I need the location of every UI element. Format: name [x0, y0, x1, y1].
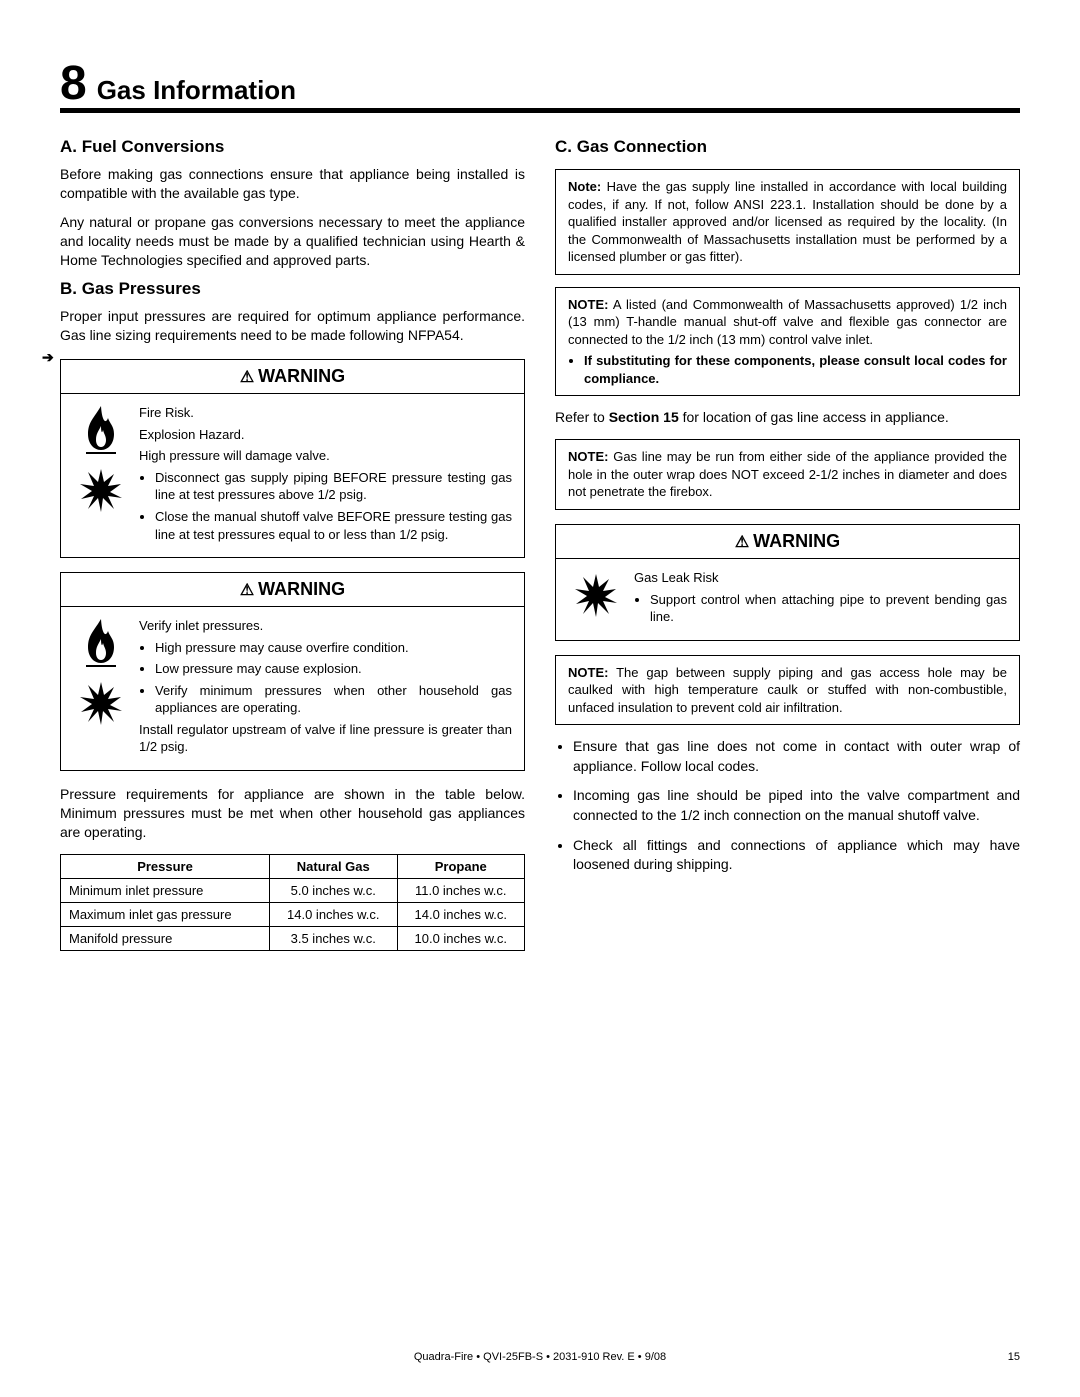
warn2-bullet2: Low pressure may cause explosion.: [155, 660, 512, 678]
note1-label: Note:: [568, 179, 601, 194]
note1-text: Have the gas supply line installed in ac…: [568, 179, 1007, 264]
arrow-icon: ➔: [42, 349, 54, 366]
table-row: Minimum inlet pressure 5.0 inches w.c. 1…: [61, 878, 525, 902]
warn2-line1: Verify inlet pressures.: [139, 617, 512, 635]
warning-title-2: WARNING: [258, 579, 345, 599]
note4-text: The gap between supply piping and gas ac…: [568, 665, 1007, 715]
note2-bullet: If substituting for these components, pl…: [584, 352, 1007, 387]
warn2-bullet3: Verify minimum pressures when other hous…: [155, 682, 512, 717]
flame-icon: [76, 404, 126, 454]
left-column: A. Fuel Conversions Before making gas co…: [60, 131, 525, 951]
warning-box-3: ⚠WARNING Gas Leak Risk Support control w…: [555, 524, 1020, 641]
warn1-bullet1: Disconnect gas supply piping BEFORE pres…: [155, 469, 512, 504]
warning-header-1: ⚠WARNING: [61, 360, 524, 394]
cell: 3.5 inches w.c.: [270, 926, 397, 950]
page-footer: Quadra-Fire • QVI-25FB-S • 2031-910 Rev.…: [60, 1351, 1020, 1363]
para-a2: Any natural or propane gas conversions n…: [60, 213, 525, 270]
flame-icon: [76, 617, 126, 667]
note-box-3: NOTE: Gas line may be run from either si…: [555, 439, 1020, 510]
warn3-bullet1: Support control when attaching pipe to p…: [650, 591, 1007, 626]
note-box-2: NOTE: A listed (and Commonwealth of Mass…: [555, 287, 1020, 397]
list-item: Incoming gas line should be piped into t…: [573, 786, 1020, 825]
th-natural: Natural Gas: [270, 854, 397, 878]
cell: 10.0 inches w.c.: [397, 926, 525, 950]
para-b1: Proper input pressures are required for …: [60, 307, 525, 345]
para-table-intro: Pressure requirements for appliance are …: [60, 785, 525, 842]
burst-icon: [76, 677, 126, 727]
warn2-bullet1: High pressure may cause overfire conditi…: [155, 639, 512, 657]
cell: Maximum inlet gas pressure: [61, 902, 270, 926]
warn3-line1: Gas Leak Risk: [634, 569, 1007, 587]
burst-icon: [571, 569, 621, 619]
warn1-line3: High pressure will damage valve.: [139, 447, 512, 465]
footer-center: Quadra-Fire • QVI-25FB-S • 2031-910 Rev.…: [414, 1351, 666, 1363]
table-row: Maximum inlet gas pressure 14.0 inches w…: [61, 902, 525, 926]
burst-icon: [76, 464, 126, 514]
warning-header-2: ⚠WARNING: [61, 573, 524, 607]
warning-triangle-icon: ⚠: [240, 369, 254, 386]
note3-text: Gas line may be run from either side of …: [568, 449, 1007, 499]
para-a1: Before making gas connections ensure tha…: [60, 165, 525, 203]
note4-label: NOTE:: [568, 665, 608, 680]
section-header: 8 Gas Information: [60, 60, 1020, 113]
list-item: Check all fittings and connections of ap…: [573, 836, 1020, 875]
cell: 5.0 inches w.c.: [270, 878, 397, 902]
note2-label: NOTE:: [568, 297, 608, 312]
para-c1: Refer to Section 15 for location of gas …: [555, 408, 1020, 427]
warning-title-1: WARNING: [258, 366, 345, 386]
note2-text: A listed (and Commonwealth of Massachuse…: [568, 297, 1007, 347]
warn1-bullet2: Close the manual shutoff valve BEFORE pr…: [155, 508, 512, 543]
subhead-b: B. Gas Pressures: [60, 279, 525, 299]
warning-title-3: WARNING: [753, 531, 840, 551]
warning-box-1: ⚠WARNING Fire Risk. Explosion Hazard. Hi…: [60, 359, 525, 558]
warn1-line2: Explosion Hazard.: [139, 426, 512, 444]
cell: Manifold pressure: [61, 926, 270, 950]
para-c1-a: Refer to: [555, 409, 609, 425]
note-box-4: NOTE: The gap between supply piping and …: [555, 655, 1020, 726]
body-list: Ensure that gas line does not come in co…: [555, 737, 1020, 875]
note3-label: NOTE:: [568, 449, 608, 464]
warning-header-3: ⚠WARNING: [556, 525, 1019, 559]
subhead-c: C. Gas Connection: [555, 137, 1020, 157]
subhead-a: A. Fuel Conversions: [60, 137, 525, 157]
note-box-1: Note: Have the gas supply line installed…: [555, 169, 1020, 275]
th-pressure: Pressure: [61, 854, 270, 878]
pressure-table: Pressure Natural Gas Propane Minimum inl…: [60, 854, 525, 951]
th-propane: Propane: [397, 854, 525, 878]
right-column: C. Gas Connection Note: Have the gas sup…: [555, 131, 1020, 951]
list-item: Ensure that gas line does not come in co…: [573, 737, 1020, 776]
para-c1-b: Section 15: [609, 409, 679, 425]
section-number: 8: [60, 60, 87, 108]
cell: 11.0 inches w.c.: [397, 878, 525, 902]
warn2-line2: Install regulator upstream of valve if l…: [139, 721, 512, 756]
section-title: Gas Information: [97, 75, 296, 106]
warning-box-2: ⚠WARNING Verify inlet pressures. High pr…: [60, 572, 525, 771]
cell: Minimum inlet pressure: [61, 878, 270, 902]
warn1-line1: Fire Risk.: [139, 404, 512, 422]
cell: 14.0 inches w.c.: [270, 902, 397, 926]
page-number: 15: [1008, 1351, 1020, 1363]
table-row: Manifold pressure 3.5 inches w.c. 10.0 i…: [61, 926, 525, 950]
warning-triangle-icon: ⚠: [735, 534, 749, 551]
cell: 14.0 inches w.c.: [397, 902, 525, 926]
note2-bullet-text: If substituting for these components, pl…: [584, 353, 1007, 386]
para-c1-c: for location of gas line access in appli…: [679, 409, 949, 425]
warning-triangle-icon: ⚠: [240, 582, 254, 599]
